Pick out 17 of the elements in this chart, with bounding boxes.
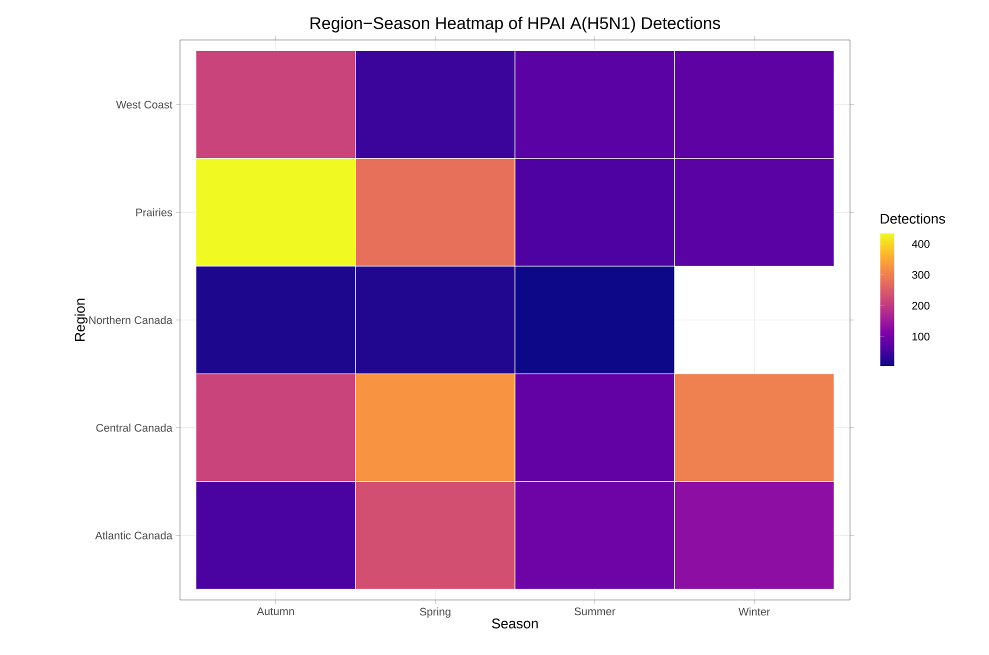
x-tick-label: Winter [738,608,770,616]
y-tick-label: Central Canada [96,424,172,432]
y-tick-label: Northern Canada [89,316,172,324]
y-tick-label: Atlantic Canada [95,531,172,540]
color-bar-label: 100 [912,332,930,340]
x-tick-label: Autumn [256,608,294,616]
y-tick-label: Prairies [136,208,172,216]
x-axis-title: Season [492,618,538,628]
x-tick-label: Summer [574,608,616,616]
color-bar-label: 400 [912,240,930,248]
x-tick-label: Spring [420,608,450,618]
y-tick-label: West Coast [116,100,172,108]
color-bar-label: 300 [912,270,930,279]
y-axis-title: Region [74,298,88,341]
color-bar-title: Detections [880,213,946,224]
color-bar-label: 200 [912,302,930,310]
chart-title: Region−Season Heatmap of HPAI A(H5N1) Detections [310,16,720,32]
